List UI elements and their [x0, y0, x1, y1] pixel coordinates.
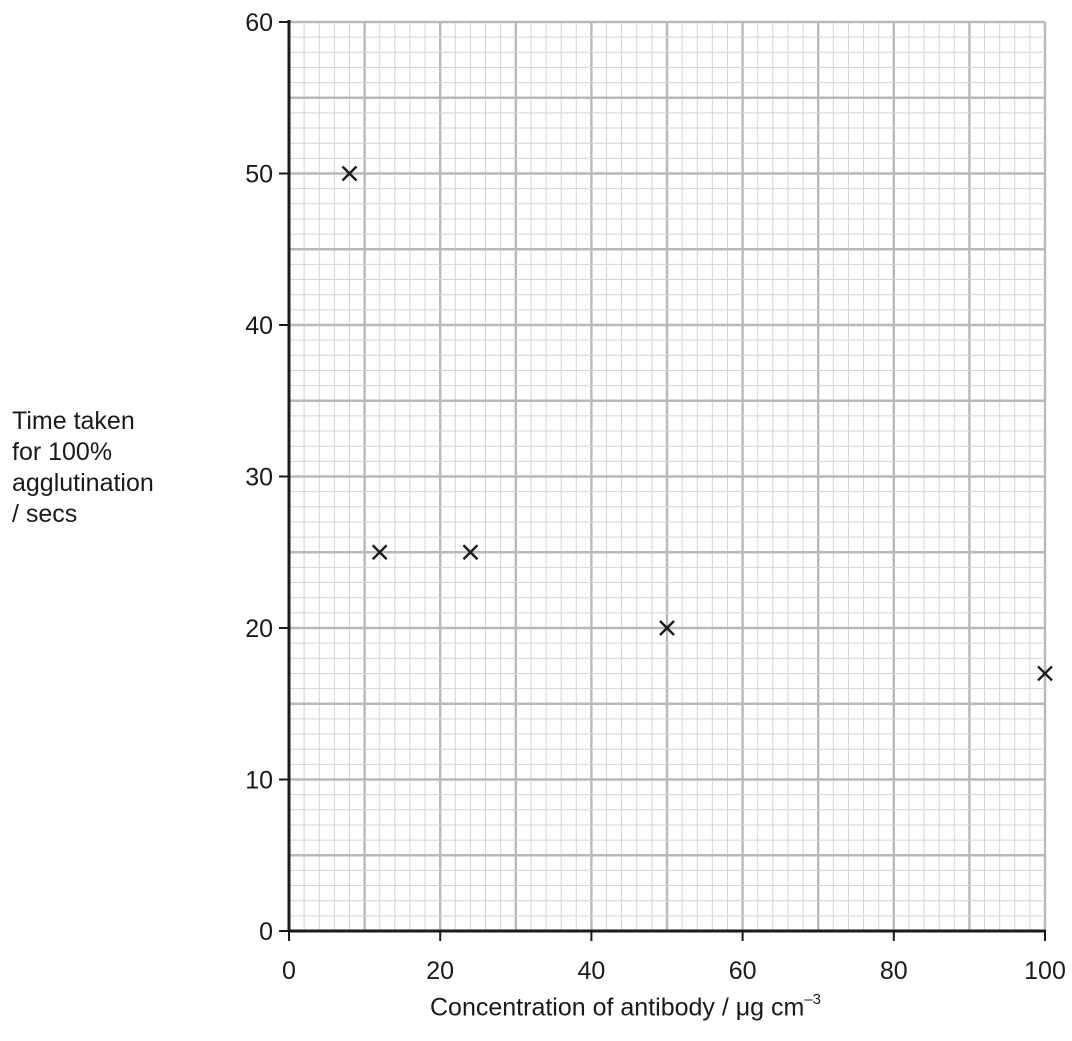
data-point-stroke [462, 544, 479, 561]
y-tick-label: 40 [245, 312, 273, 340]
x-tick-label: 40 [577, 957, 605, 985]
y-axis-label-line: Time taken [12, 407, 135, 435]
x-tick-label: 20 [426, 957, 454, 985]
x-axis-label-text: Concentration of antibody / μg cm [430, 993, 805, 1022]
data-point-marker [341, 165, 358, 182]
y-tick-label: 10 [245, 767, 273, 795]
y-axis-label-line: / secs [12, 500, 78, 528]
y-axis-label-line: for 100% [12, 438, 113, 466]
y-tick-label: 60 [245, 9, 273, 37]
data-point-stroke [371, 544, 388, 561]
x-axis-label-exponent: –3 [804, 991, 822, 1008]
x-tick-label: 0 [282, 957, 296, 985]
x-tick-label: 80 [880, 957, 908, 985]
y-tick-label: 50 [245, 161, 273, 189]
data-point-marker [659, 620, 675, 636]
data-point-stroke [341, 165, 358, 182]
data-point-marker [462, 544, 479, 561]
y-tick-label: 20 [245, 615, 273, 643]
data-point-stroke [1037, 665, 1053, 682]
data-point-marker [371, 544, 388, 561]
x-tick-label: 60 [729, 957, 757, 985]
x-tick-label: 100 [1024, 957, 1066, 985]
y-tick-label: 0 [259, 918, 273, 946]
y-axis-label: Time taken for 100% agglutination / secs [12, 406, 154, 530]
y-tick-label: 30 [245, 464, 273, 492]
data-point-stroke [659, 620, 675, 636]
data-point-marker [1037, 665, 1053, 682]
y-axis-label-line: agglutination [12, 469, 154, 497]
x-axis-label: Concentration of antibody / μg cm–3 [430, 991, 822, 1022]
